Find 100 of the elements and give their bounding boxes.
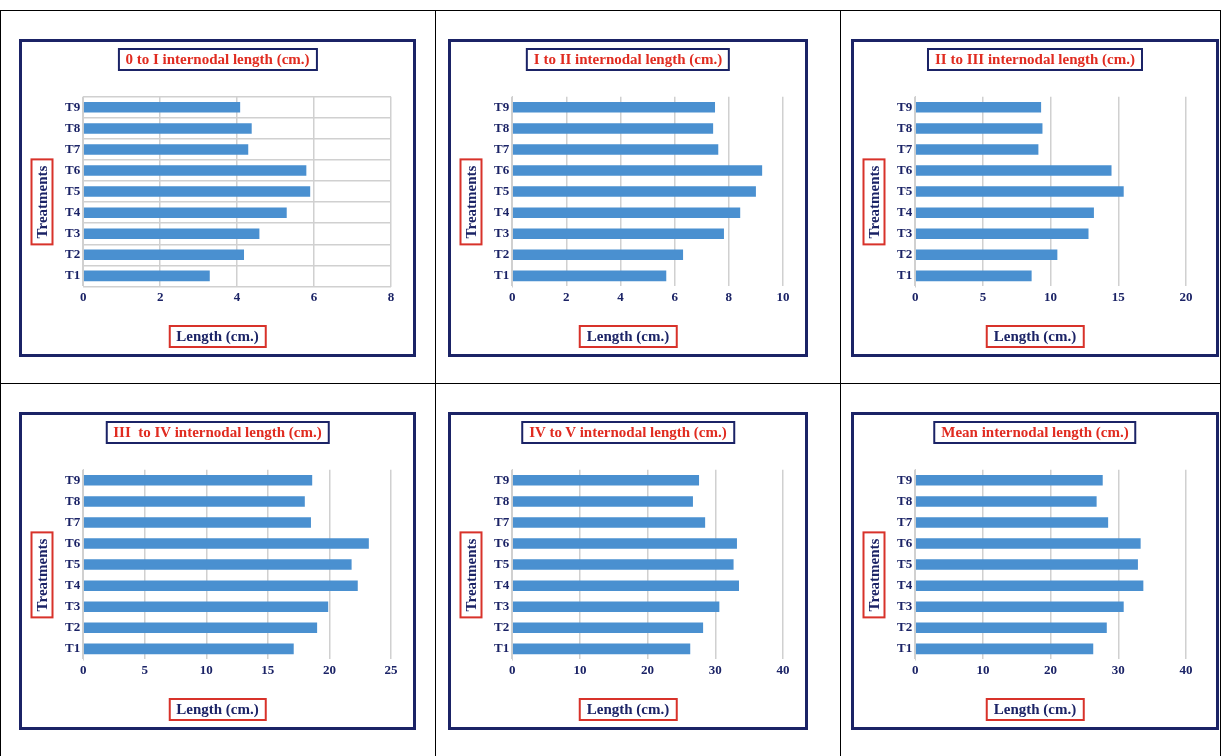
x-tick-label: 15	[261, 661, 275, 677]
x-tick-label: 30	[708, 661, 722, 677]
chart-title: II to III internodal length (cm.)	[926, 48, 1144, 71]
x-tick-label: 2	[563, 288, 570, 304]
x-axis-title: Length (cm.)	[578, 698, 678, 721]
y-axis-title: Treatments	[459, 531, 483, 619]
y-tick-label: T5	[494, 555, 510, 571]
chart-title: I to II internodal length (cm.)	[525, 48, 731, 71]
x-tick-label: 20	[641, 661, 655, 677]
y-tick-label: T2	[65, 619, 81, 635]
y-tick-label: T1	[494, 267, 510, 283]
y-tick-label: T8	[494, 119, 510, 135]
x-tick-label: 4	[233, 288, 241, 304]
y-tick-label: T3	[65, 225, 81, 241]
x-tick-label: 5	[979, 288, 987, 304]
y-tick-label: T2	[65, 246, 81, 262]
x-axis-title: Length (cm.)	[578, 325, 678, 348]
y-tick-label: T9	[494, 98, 510, 114]
y-tick-label: T7	[65, 513, 81, 529]
x-tick-label: 20	[322, 661, 336, 677]
y-tick-label: T7	[65, 140, 81, 156]
chart-title: 0 to I internodal length (cm.)	[117, 48, 318, 71]
y-tick-label: T4	[897, 577, 913, 593]
y-tick-label: T6	[65, 161, 81, 177]
x-tick-label: 5	[141, 661, 149, 677]
x-tick-label: 6	[671, 288, 679, 304]
x-tick-label: 0	[79, 661, 87, 677]
x-tick-label: 40	[1179, 661, 1193, 677]
y-tick-label: T9	[494, 471, 510, 487]
y-tick-label: T7	[494, 140, 510, 156]
y-tick-label: T2	[494, 619, 510, 635]
y-tick-label: T1	[65, 640, 81, 656]
x-tick-label: 10	[199, 661, 213, 677]
x-tick-label: 40	[776, 661, 790, 677]
x-tick-label: 8	[725, 288, 733, 304]
x-tick-label: 2	[156, 288, 164, 304]
x-tick-label: 8	[387, 288, 395, 304]
y-tick-label: T9	[897, 98, 913, 114]
x-tick-label: 0	[508, 288, 516, 304]
y-tick-label: T8	[494, 492, 510, 508]
x-tick-label: 25	[384, 661, 398, 677]
y-axis-title: Treatments	[862, 531, 886, 619]
y-axis-title: Treatments	[862, 158, 886, 246]
x-axis-title: Length (cm.)	[168, 325, 267, 348]
x-tick-label: 20	[1044, 661, 1058, 677]
y-tick-label: T9	[65, 98, 81, 114]
x-tick-label: 15	[1111, 288, 1126, 304]
x-tick-label: 0	[911, 288, 919, 304]
x-tick-label: 10	[1044, 288, 1058, 304]
y-axis-title: Treatments	[30, 158, 54, 246]
chart-title: Mean internodal length (cm.)	[933, 421, 1137, 444]
x-tick-label: 10	[976, 661, 990, 677]
y-tick-label: T6	[897, 161, 913, 177]
y-tick-label: T3	[897, 598, 913, 614]
y-tick-label: T2	[897, 246, 913, 262]
y-tick-label: T5	[65, 182, 81, 198]
y-tick-label: T6	[65, 534, 81, 550]
y-tick-label: T6	[494, 161, 510, 177]
y-tick-label: T8	[65, 119, 81, 135]
x-axis-title: Length (cm.)	[985, 698, 1085, 721]
x-tick-label: 4	[617, 288, 625, 304]
y-tick-label: T5	[897, 555, 913, 571]
y-tick-label: T2	[897, 619, 913, 635]
x-tick-label: 10	[573, 661, 587, 677]
x-tick-label: 0	[911, 661, 919, 677]
x-tick-label: 0	[79, 288, 87, 304]
y-tick-label: T1	[494, 640, 510, 656]
y-tick-label: T4	[65, 204, 81, 220]
y-tick-label: T4	[494, 204, 510, 220]
y-tick-label: T8	[897, 492, 913, 508]
x-tick-label: 20	[1179, 288, 1193, 304]
y-axis-title: Treatments	[30, 531, 54, 619]
y-tick-label: T9	[65, 471, 81, 487]
x-axis-title: Length (cm.)	[168, 698, 267, 721]
x-tick-label: 10	[776, 288, 790, 304]
y-tick-label: T8	[897, 119, 913, 135]
x-tick-label: 0	[508, 661, 516, 677]
y-axis-title: Treatments	[459, 158, 483, 246]
y-tick-label: T4	[494, 577, 510, 593]
y-tick-label: T1	[897, 267, 913, 283]
y-tick-label: T7	[494, 513, 510, 529]
y-tick-label: T7	[897, 513, 913, 529]
x-tick-label: 6	[310, 288, 318, 304]
y-tick-label: T3	[494, 598, 510, 614]
y-tick-label: T6	[494, 534, 510, 550]
y-tick-label: T6	[897, 534, 913, 550]
y-tick-label: T1	[65, 267, 81, 283]
y-tick-label: T8	[65, 492, 81, 508]
y-tick-label: T4	[897, 204, 913, 220]
chart-title: III to IV internodal length (cm.)	[105, 421, 330, 444]
y-tick-label: T7	[897, 140, 913, 156]
y-tick-label: T5	[65, 555, 81, 571]
y-tick-label: T4	[65, 577, 81, 593]
y-tick-label: T1	[897, 640, 913, 656]
y-tick-label: T3	[897, 225, 913, 241]
y-tick-label: T5	[494, 182, 510, 198]
y-tick-label: T5	[897, 182, 913, 198]
y-tick-label: T2	[494, 246, 510, 262]
x-axis-title: Length (cm.)	[985, 325, 1085, 348]
x-tick-label: 30	[1111, 661, 1125, 677]
